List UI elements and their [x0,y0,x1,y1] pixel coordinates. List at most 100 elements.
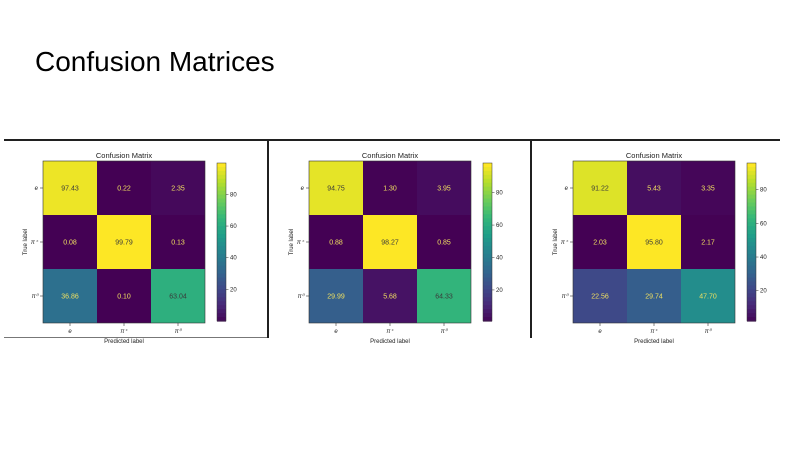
cell-value-label: 47.70 [699,294,717,301]
cell-value-label: 2.35 [171,186,185,193]
y-axis-label: True label [553,229,559,255]
colorbar-segment [217,182,226,188]
y-tick-label: π⁺ [561,239,569,246]
heatmap-cell [573,215,627,269]
heatmap-cell [681,161,735,215]
y-tick-label: π⁺ [31,239,39,246]
colorbar-tick-label: 40 [760,255,767,261]
confusion-matrix-1: Confusion Matrix 97.43 0.22 2.35 0.08 99.79 0.… [23,151,237,345]
colorbar-segment [217,242,226,247]
colorbar-segment [483,218,492,223]
panel-divider-1 [267,139,269,338]
colorbar-frame [216,162,227,322]
colorbar-segment [747,293,756,298]
y-tick-label: π⁰ [298,293,306,300]
colorbar-segment [483,190,492,196]
cell-value-label: 22.56 [591,294,609,301]
colorbar-segment [217,313,226,318]
x-tick-label: π⁺ [650,328,658,335]
colorbar-frame [746,162,757,322]
heatmap-cell [363,161,417,215]
cell-value-label: 3.95 [437,186,451,193]
colorbar-segment [483,166,492,172]
y-axis-label: True label [289,229,295,255]
colorbar-segment [747,226,756,231]
cell-value-label: 94.75 [327,186,345,193]
cell-value-label: 0.08 [63,240,77,247]
chart-title: Confusion Matrix [362,151,419,160]
colorbar-segment [217,194,226,200]
colorbar-segment [217,206,226,211]
colorbar-tick-label: 60 [230,224,237,230]
colorbar-segment [217,222,226,227]
colorbar-segment [747,182,756,188]
colorbar-segment [747,202,756,208]
colorbar-segment [217,170,226,176]
cell-value-label: 0.10 [117,294,131,301]
heatmap-cell [573,161,627,215]
colorbar-segment [483,222,492,227]
colorbar-segment [747,313,756,318]
colorbar-segment [747,245,756,251]
cell-value-label: 0.22 [117,186,131,193]
colorbar-segment [217,174,226,180]
colorbar-segment [747,210,756,215]
colorbar-segment [217,238,226,243]
cell-value-label: 5.68 [383,294,397,301]
colorbar-segment [483,210,492,215]
heatmap-cell [627,215,681,269]
colorbar-segment [747,285,756,290]
cell-value-label: 64.33 [435,294,453,301]
colorbar-segment [217,230,226,235]
colorbar-segment [217,186,226,192]
heatmap-cell [151,269,205,323]
colorbar-segment [217,289,226,294]
y-axis-label: True label [23,229,29,255]
colorbar-segment [483,163,492,168]
colorbar-segment [483,261,492,267]
colorbar-segment [747,238,756,243]
colorbar-segment [217,301,226,306]
colorbar-segment [747,222,756,227]
colorbar-segment [747,253,756,259]
heatmap-cell [309,161,363,215]
colorbar-segment [483,206,492,211]
colorbar-tick-label: 80 [230,192,237,198]
colorbar-segment [747,289,756,294]
colorbar-segment [747,301,756,306]
heatmap-cell [43,161,97,215]
colorbar-segment [483,289,492,294]
colorbar-segment [747,257,756,263]
colorbar-segment [483,245,492,251]
colorbar-segment [483,301,492,306]
colorbar-segment [483,281,492,287]
colorbar-segment [217,285,226,290]
colorbar-segment [483,230,492,235]
heatmap-cell [681,215,735,269]
colorbar-segment [217,257,226,263]
colorbar-segment [747,206,756,211]
x-tick-label: e [598,329,602,335]
colorbar-segment [217,198,226,204]
colorbar-segment [217,253,226,259]
colorbar-segment [217,178,226,184]
colorbar-segment [217,249,226,255]
colorbar-segment [217,210,226,215]
colorbar-segment [747,190,756,196]
colorbar-segment [483,194,492,200]
heatmap-cell [309,215,363,269]
cell-value-label: 91.22 [591,186,609,193]
colorbar-segment [483,178,492,184]
heatmap-cell [43,269,97,323]
colorbar-segment [217,261,226,267]
colorbar-segment [483,269,492,275]
colorbar-segment [483,186,492,192]
colorbar-segment [483,182,492,188]
colorbar-segment [217,163,226,168]
colorbar-segment [217,305,226,310]
colorbar-segment [217,226,226,231]
colorbar-segment [747,297,756,302]
colorbar-segment [483,198,492,204]
colorbar-tick-label: 20 [760,289,767,295]
x-tick-label: π⁺ [120,328,128,335]
